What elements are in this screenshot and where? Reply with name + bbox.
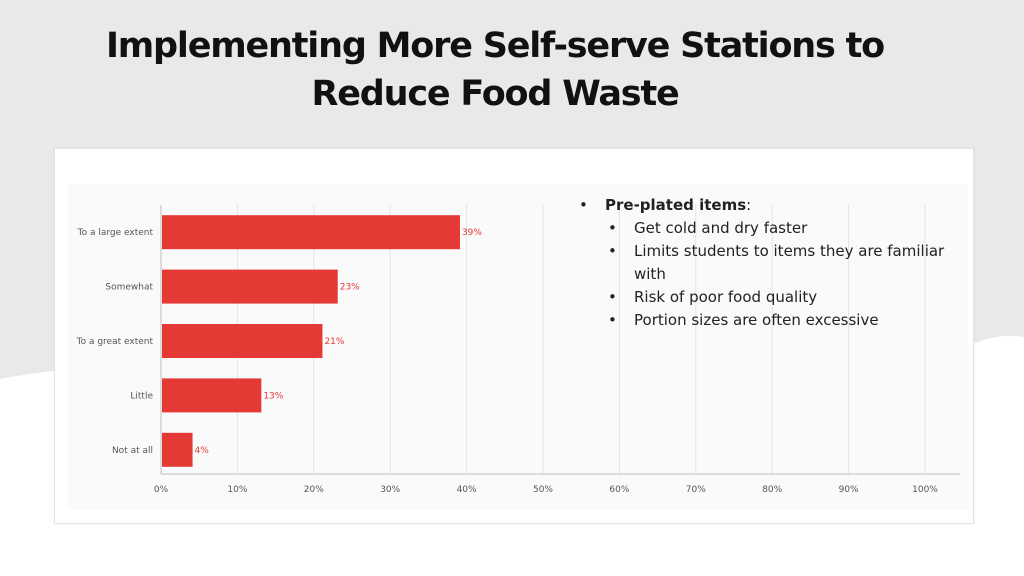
notes-bullet-text: Limits students to items they are famili… bbox=[634, 242, 945, 283]
bullet-icon: • bbox=[608, 219, 617, 237]
notes-bullet-text: Risk of poor food quality bbox=[634, 288, 818, 306]
notes-list: • Pre-plated items: • Get cold and dry f… bbox=[578, 194, 958, 332]
data-label: 4% bbox=[195, 446, 210, 456]
data-label: 13% bbox=[263, 391, 283, 401]
x-tick-label: 100% bbox=[912, 485, 938, 495]
bar bbox=[162, 215, 460, 250]
bullet-icon: • bbox=[608, 242, 617, 260]
category-label: Not at all bbox=[112, 446, 153, 456]
x-tick-label: 80% bbox=[762, 485, 782, 495]
notes-bullet: • Portion sizes are often excessive bbox=[578, 309, 958, 332]
notes-heading-item: • Pre-plated items: bbox=[578, 194, 958, 217]
x-tick-label: 0% bbox=[154, 485, 169, 495]
notes-bullet: • Risk of poor food quality bbox=[578, 286, 958, 309]
bar bbox=[162, 378, 262, 413]
notes-bullet-text: Get cold and dry faster bbox=[634, 219, 808, 237]
notes-bullet: • Limits students to items they are fami… bbox=[578, 240, 958, 286]
background-gray-fill bbox=[0, 0, 1024, 379]
notes-bullet-text: Portion sizes are often excessive bbox=[634, 311, 879, 329]
bullet-icon: • bbox=[579, 196, 588, 214]
x-tick-label: 10% bbox=[227, 485, 247, 495]
bar bbox=[162, 432, 193, 467]
x-tick-label: 30% bbox=[380, 485, 400, 495]
x-tick-label: 20% bbox=[304, 485, 324, 495]
category-label: Little bbox=[130, 391, 153, 401]
x-tick-label: 90% bbox=[839, 485, 859, 495]
x-tick-label: 40% bbox=[457, 485, 477, 495]
bullet-icon: • bbox=[608, 288, 617, 306]
notes-bullet: • Get cold and dry faster bbox=[578, 217, 958, 240]
data-label: 39% bbox=[462, 228, 482, 238]
category-label: To a large extent bbox=[77, 228, 154, 238]
x-tick-label: 70% bbox=[686, 485, 706, 495]
category-label: To a great extent bbox=[76, 337, 154, 347]
slide-title: Implementing More Self-serve Stations to… bbox=[105, 26, 885, 114]
notes-panel: • Pre-plated items: • Get cold and dry f… bbox=[578, 194, 958, 332]
category-label: Somewhat bbox=[105, 283, 153, 293]
data-label: 21% bbox=[324, 337, 344, 347]
bar-layer bbox=[162, 215, 460, 467]
notes-heading-suffix: : bbox=[746, 196, 752, 214]
notes-heading: Pre-plated items bbox=[605, 196, 747, 214]
grid-layer bbox=[160, 205, 960, 475]
data-label: 23% bbox=[340, 283, 360, 293]
bullet-icon: • bbox=[608, 311, 617, 329]
bar bbox=[162, 324, 323, 358]
bar bbox=[162, 269, 338, 304]
x-tick-label: 60% bbox=[609, 485, 629, 495]
label-layer: 0% 10% 20% 30% 40% 50% 60% 70% 80% 90% 100% To a la… bbox=[76, 228, 939, 495]
x-tick-label: 50% bbox=[533, 485, 553, 495]
